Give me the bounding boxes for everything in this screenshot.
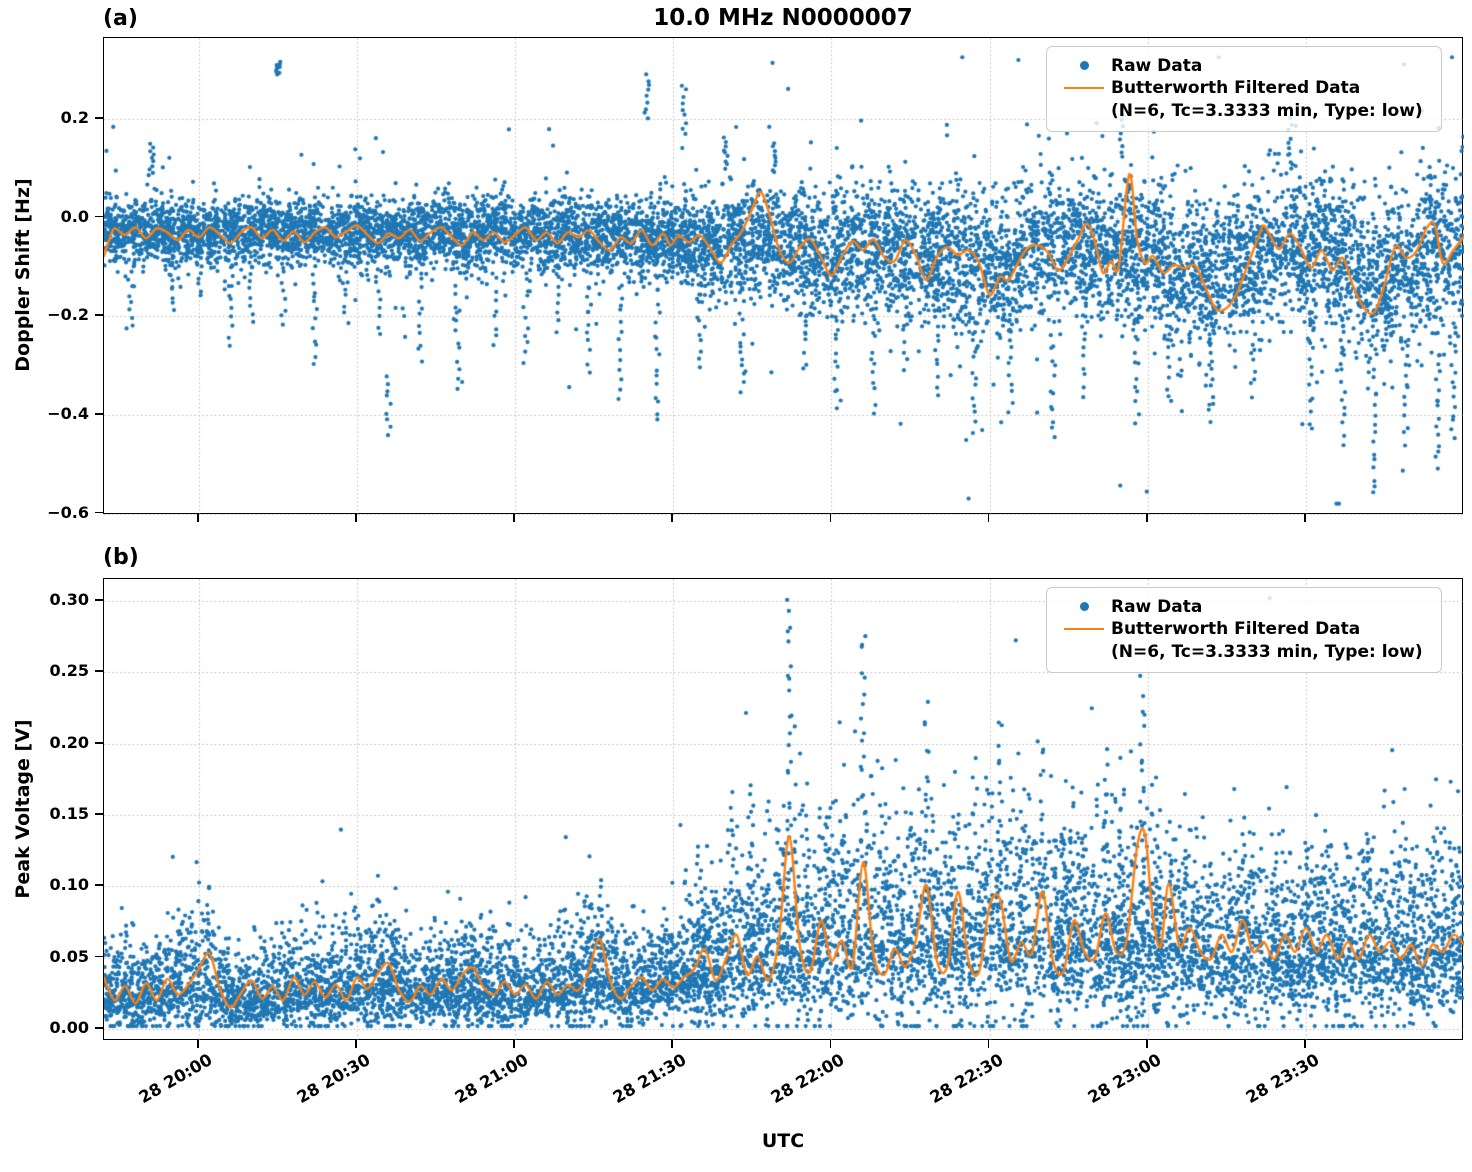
x-tick-mark bbox=[987, 1040, 990, 1048]
y-tick-label: −0.4 bbox=[47, 403, 89, 423]
y-tick-mark bbox=[95, 215, 103, 218]
y-tick-mark bbox=[95, 412, 103, 415]
y-tick-mark bbox=[95, 511, 103, 514]
x-tick-mark bbox=[829, 514, 832, 522]
y-tick-label: 0.15 bbox=[49, 804, 89, 824]
x-tick-mark bbox=[513, 514, 516, 522]
y-tick-mark bbox=[95, 741, 103, 744]
y-tick-label: 0.30 bbox=[49, 590, 89, 610]
y-tick-mark bbox=[95, 1026, 103, 1029]
x-tick-mark bbox=[196, 1040, 199, 1048]
legend-panel-b: Raw Data Butterworth Filtered Data (N=6,… bbox=[1046, 587, 1442, 674]
x-tick-mark bbox=[355, 1040, 357, 1048]
filtered-line-marker bbox=[1064, 87, 1104, 90]
y-tick-mark bbox=[95, 813, 103, 815]
y-tick-label: 0.2 bbox=[60, 108, 89, 128]
x-tick-mark bbox=[513, 1040, 516, 1048]
y-tick-label: 0.25 bbox=[49, 661, 89, 681]
y-tick-label: −0.6 bbox=[47, 502, 89, 522]
panel-a-label: (a) bbox=[103, 6, 138, 31]
y-tick-mark bbox=[95, 116, 103, 119]
y-tick-mark bbox=[95, 955, 103, 958]
x-tick-mark bbox=[1303, 514, 1306, 522]
legend-entry-raw-data: Raw Data bbox=[1057, 55, 1427, 77]
legend-entry-raw-data: Raw Data bbox=[1057, 596, 1427, 618]
filtered-data-label: Butterworth Filtered Data (N=6, Tc=3.333… bbox=[1111, 618, 1423, 663]
filtered-label-line2: (N=6, Tc=3.3333 min, Type: low) bbox=[1111, 641, 1423, 662]
filtered-label-line1: Butterworth Filtered Data bbox=[1111, 619, 1361, 640]
raw-data-label: Raw Data bbox=[1111, 597, 1203, 617]
raw-data-dot-marker bbox=[1079, 602, 1089, 611]
x-tick-mark bbox=[1145, 514, 1148, 522]
x-tick-label: 28 21:30 bbox=[609, 1050, 690, 1108]
chart-title: 10.0 MHz N0000007 bbox=[653, 5, 913, 31]
legend-entry-filtered-data: Butterworth Filtered Data (N=6, Tc=3.333… bbox=[1057, 77, 1427, 122]
legend-panel-a: Raw Data Butterworth Filtered Data (N=6,… bbox=[1046, 46, 1442, 133]
x-tick-mark bbox=[1303, 1040, 1306, 1048]
y-tick-mark bbox=[95, 884, 103, 887]
x-tick-mark bbox=[1145, 1040, 1148, 1048]
filtered-line-marker bbox=[1064, 628, 1104, 631]
raw-data-dot-marker bbox=[1079, 61, 1089, 70]
filtered-label-line1: Butterworth Filtered Data bbox=[1111, 78, 1361, 99]
x-tick-mark bbox=[355, 514, 357, 522]
x-tick-mark bbox=[987, 514, 990, 522]
filtered-data-label: Butterworth Filtered Data (N=6, Tc=3.333… bbox=[1111, 77, 1423, 122]
y-tick-mark bbox=[95, 670, 103, 673]
x-tick-label: 28 20:00 bbox=[135, 1050, 216, 1108]
x-tick-label: 28 21:00 bbox=[451, 1050, 532, 1108]
raw-data-label: Raw Data bbox=[1111, 56, 1203, 76]
x-tick-label: 28 23:00 bbox=[1084, 1050, 1165, 1108]
panel-b-label: (b) bbox=[103, 545, 139, 570]
x-tick-label: 28 23:30 bbox=[1242, 1050, 1323, 1108]
y-tick-label: 0.00 bbox=[49, 1017, 89, 1037]
filtered-label-line2: (N=6, Tc=3.3333 min, Type: low) bbox=[1111, 100, 1423, 121]
y-tick-label: −0.2 bbox=[47, 305, 89, 325]
y-tick-label: 0.20 bbox=[49, 732, 89, 752]
x-tick-mark bbox=[196, 514, 199, 522]
y-tick-mark bbox=[95, 314, 103, 317]
x-tick-label: 28 20:30 bbox=[293, 1050, 374, 1108]
y-tick-label: 0.05 bbox=[49, 946, 89, 966]
y-tick-label: 0.0 bbox=[60, 206, 89, 226]
y-tick-label: 0.10 bbox=[49, 875, 89, 895]
y-tick-mark bbox=[95, 599, 103, 601]
x-tick-mark bbox=[829, 1040, 832, 1048]
x-axis-label: UTC bbox=[761, 1130, 805, 1152]
x-tick-mark bbox=[671, 514, 674, 522]
x-tick-mark bbox=[671, 1040, 674, 1048]
x-tick-label: 28 22:00 bbox=[768, 1050, 848, 1108]
legend-entry-filtered-data: Butterworth Filtered Data (N=6, Tc=3.333… bbox=[1057, 618, 1427, 663]
x-tick-label: 28 22:30 bbox=[926, 1050, 1007, 1108]
